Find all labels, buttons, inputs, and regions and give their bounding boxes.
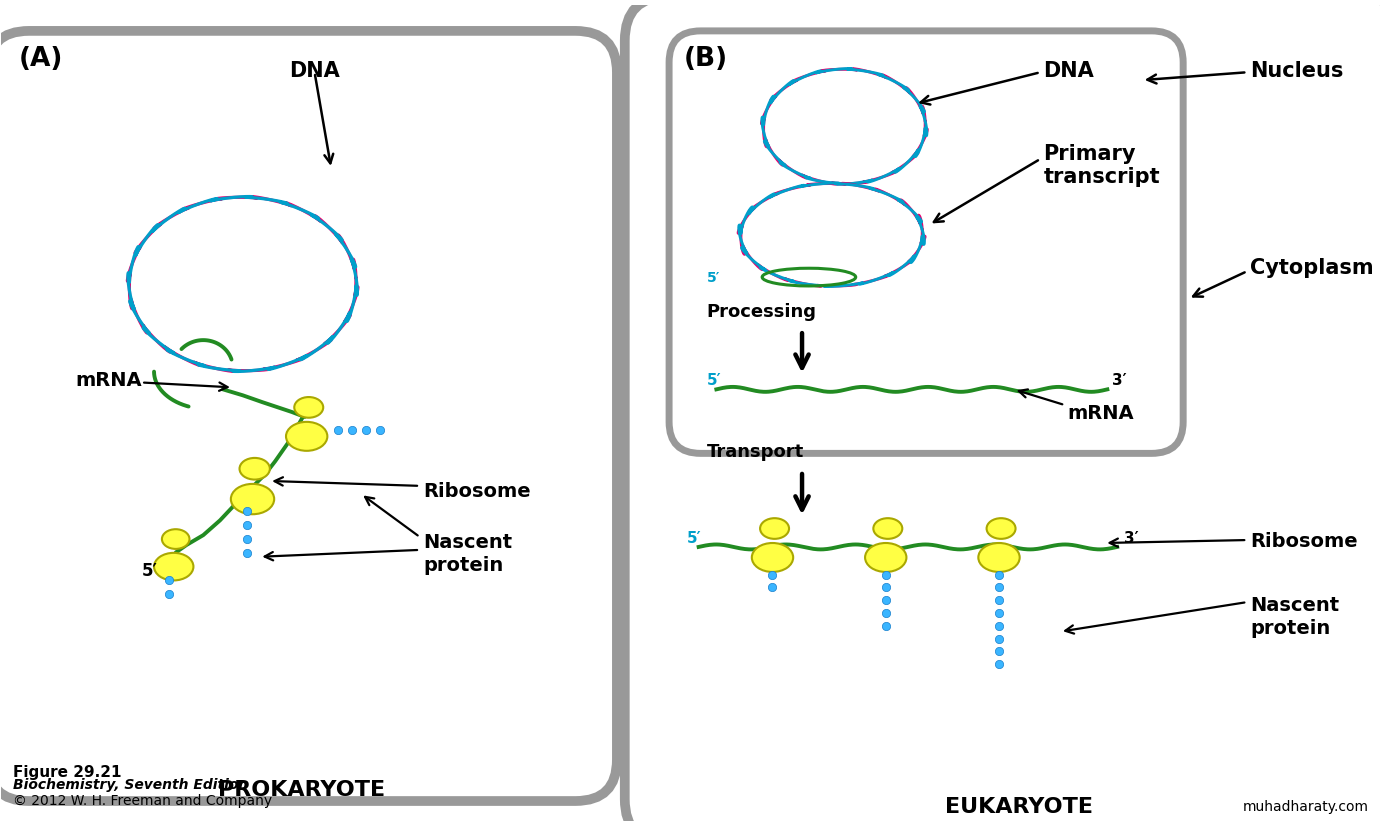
- Ellipse shape: [239, 458, 270, 480]
- Ellipse shape: [162, 529, 189, 549]
- Text: 5′: 5′: [707, 373, 721, 388]
- Text: Primary
transcript: Primary transcript: [1043, 144, 1161, 187]
- Ellipse shape: [231, 485, 274, 514]
- Text: 5′: 5′: [143, 561, 158, 579]
- Text: EUKARYOTE: EUKARYOTE: [945, 796, 1092, 815]
- Ellipse shape: [865, 543, 906, 572]
- Ellipse shape: [760, 519, 790, 539]
- FancyBboxPatch shape: [624, 0, 1400, 827]
- Text: Nucleus: Nucleus: [1250, 61, 1344, 81]
- Ellipse shape: [154, 553, 193, 581]
- Text: DNA: DNA: [1043, 61, 1093, 81]
- Text: (B): (B): [683, 45, 728, 72]
- Ellipse shape: [987, 519, 1015, 539]
- Text: Processing: Processing: [707, 302, 816, 320]
- Text: Ribosome: Ribosome: [423, 481, 531, 500]
- Text: Cytoplasm: Cytoplasm: [1250, 258, 1373, 278]
- FancyBboxPatch shape: [669, 32, 1183, 454]
- Ellipse shape: [874, 519, 902, 539]
- Ellipse shape: [294, 398, 323, 418]
- Text: Transport: Transport: [707, 443, 804, 461]
- Text: mRNA: mRNA: [76, 370, 141, 390]
- Text: 3′: 3′: [1112, 373, 1127, 388]
- Text: PROKARYOTE: PROKARYOTE: [218, 779, 385, 799]
- Text: Nascent
protein: Nascent protein: [1250, 595, 1340, 638]
- Text: DNA: DNA: [290, 61, 340, 81]
- Text: 5′: 5′: [687, 530, 701, 545]
- FancyBboxPatch shape: [0, 32, 617, 801]
- Text: © 2012 W. H. Freeman and Company: © 2012 W. H. Freeman and Company: [13, 793, 273, 807]
- Text: muhadharaty.com: muhadharaty.com: [1242, 799, 1368, 813]
- Text: Nascent
protein: Nascent protein: [423, 532, 512, 575]
- Text: (A): (A): [20, 45, 63, 72]
- Ellipse shape: [286, 423, 328, 452]
- Text: 3′: 3′: [1124, 530, 1138, 545]
- Text: mRNA: mRNA: [1067, 403, 1134, 422]
- Text: Figure 29.21: Figure 29.21: [13, 763, 122, 779]
- Text: 5′: 5′: [707, 270, 720, 284]
- Ellipse shape: [979, 543, 1019, 572]
- Ellipse shape: [752, 543, 794, 572]
- Text: Ribosome: Ribosome: [1250, 531, 1358, 550]
- Text: Biochemistry, Seventh Edition: Biochemistry, Seventh Edition: [13, 777, 248, 791]
